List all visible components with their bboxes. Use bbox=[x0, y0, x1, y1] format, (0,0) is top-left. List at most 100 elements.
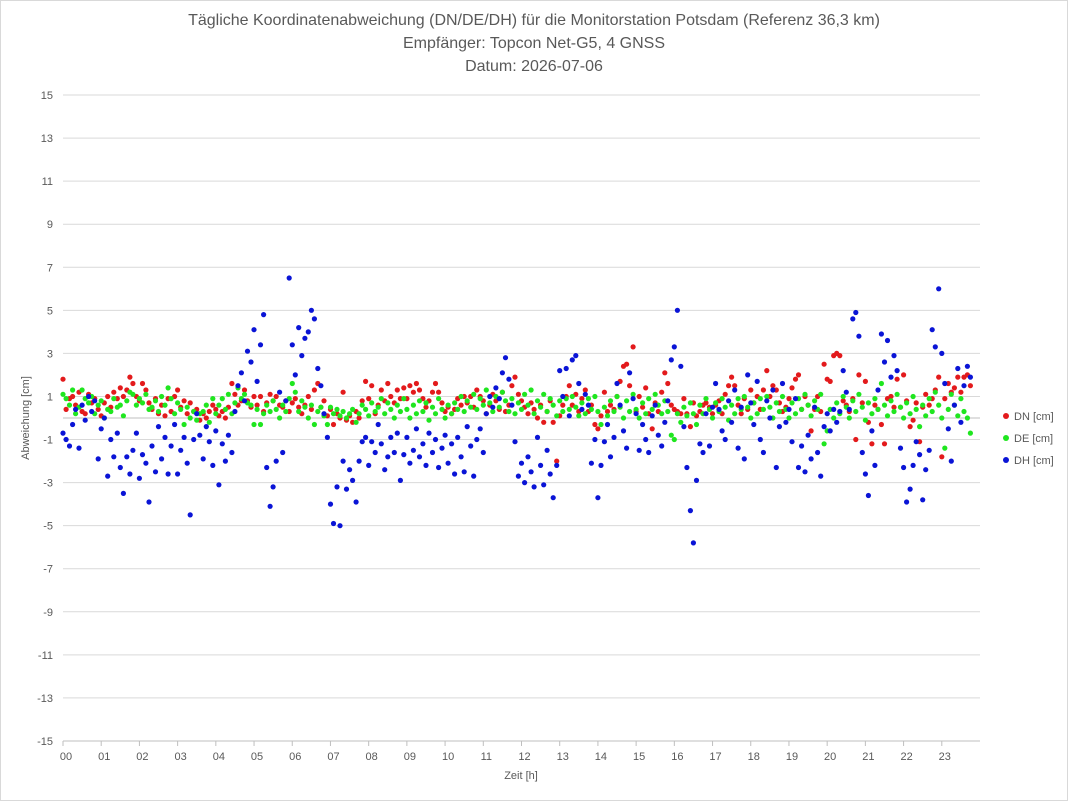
data-point bbox=[614, 380, 620, 387]
data-point bbox=[117, 402, 123, 408]
data-point bbox=[261, 312, 267, 318]
data-point bbox=[461, 408, 467, 415]
data-point bbox=[340, 458, 346, 464]
data-point bbox=[595, 426, 601, 432]
series-2 bbox=[60, 275, 974, 546]
data-point bbox=[862, 417, 869, 423]
data-point bbox=[225, 432, 231, 438]
data-point bbox=[257, 342, 264, 348]
data-point bbox=[640, 400, 646, 406]
data-point bbox=[509, 383, 515, 389]
data-point bbox=[330, 520, 337, 527]
data-point bbox=[595, 495, 601, 501]
data-point bbox=[671, 344, 677, 350]
data-point bbox=[493, 385, 499, 391]
data-point bbox=[86, 393, 92, 400]
x-tick-label: 14 bbox=[595, 751, 607, 763]
data-point bbox=[706, 443, 713, 449]
data-point bbox=[311, 421, 317, 428]
data-point bbox=[894, 376, 900, 382]
x-tick-label: 06 bbox=[289, 751, 301, 763]
data-point bbox=[799, 443, 805, 449]
data-point bbox=[506, 376, 512, 382]
data-point bbox=[407, 415, 413, 421]
data-point bbox=[779, 380, 786, 387]
data-point bbox=[184, 411, 190, 417]
data-point bbox=[471, 391, 477, 397]
data-point bbox=[732, 383, 738, 389]
data-point bbox=[353, 499, 359, 505]
data-point bbox=[168, 396, 174, 402]
data-point bbox=[611, 434, 617, 440]
data-point bbox=[652, 402, 658, 408]
data-point bbox=[869, 411, 875, 417]
data-point bbox=[359, 398, 365, 404]
data-point bbox=[541, 482, 547, 488]
data-point bbox=[850, 316, 856, 322]
data-point bbox=[251, 421, 257, 428]
data-point bbox=[719, 428, 725, 434]
data-point bbox=[124, 398, 130, 404]
data-point bbox=[232, 400, 238, 406]
data-point bbox=[175, 471, 181, 477]
data-point bbox=[958, 396, 964, 402]
data-point bbox=[172, 411, 178, 417]
data-point bbox=[251, 393, 257, 400]
data-point bbox=[738, 404, 744, 410]
data-point bbox=[181, 421, 187, 428]
data-point bbox=[678, 419, 684, 425]
y-tick-label: -13 bbox=[37, 693, 53, 705]
data-point bbox=[693, 421, 700, 428]
data-point bbox=[222, 415, 228, 421]
data-point bbox=[534, 434, 541, 440]
data-point bbox=[382, 411, 388, 417]
data-point bbox=[923, 413, 929, 419]
data-point bbox=[95, 456, 101, 462]
data-point bbox=[264, 464, 270, 471]
data-point bbox=[458, 454, 464, 460]
data-point bbox=[821, 424, 827, 430]
data-point bbox=[751, 421, 757, 428]
data-point bbox=[894, 368, 900, 374]
data-point bbox=[127, 374, 133, 380]
data-point bbox=[175, 400, 181, 406]
x-tick-label: 04 bbox=[213, 751, 225, 763]
data-point bbox=[499, 389, 505, 395]
data-point bbox=[261, 411, 267, 417]
data-point bbox=[299, 353, 305, 359]
data-point bbox=[82, 417, 88, 423]
data-point bbox=[369, 400, 375, 406]
data-point bbox=[624, 445, 630, 451]
data-point bbox=[783, 419, 789, 425]
data-point bbox=[89, 408, 95, 415]
data-point bbox=[582, 411, 588, 417]
data-point bbox=[668, 402, 674, 408]
data-point bbox=[79, 387, 85, 393]
data-point bbox=[607, 454, 614, 460]
data-point bbox=[627, 370, 633, 376]
data-point bbox=[378, 387, 384, 393]
data-point bbox=[203, 424, 209, 430]
data-point bbox=[544, 447, 550, 453]
data-point bbox=[528, 469, 534, 475]
data-point bbox=[818, 391, 824, 397]
data-point bbox=[267, 503, 273, 509]
data-point bbox=[60, 376, 66, 382]
data-point bbox=[936, 286, 942, 292]
data-point bbox=[321, 411, 327, 417]
data-point bbox=[464, 398, 470, 404]
chart-title-line-3: Datum: 2026-07-06 bbox=[465, 58, 603, 75]
data-point bbox=[197, 432, 203, 438]
data-point bbox=[165, 471, 171, 477]
data-point bbox=[130, 391, 136, 397]
data-point bbox=[607, 398, 614, 404]
data-point bbox=[432, 380, 439, 387]
data-point bbox=[455, 406, 461, 412]
data-point bbox=[512, 439, 518, 445]
data-point bbox=[951, 385, 958, 391]
data-point bbox=[888, 393, 894, 400]
data-point bbox=[483, 411, 489, 417]
data-point bbox=[840, 398, 846, 404]
data-point bbox=[423, 404, 429, 410]
